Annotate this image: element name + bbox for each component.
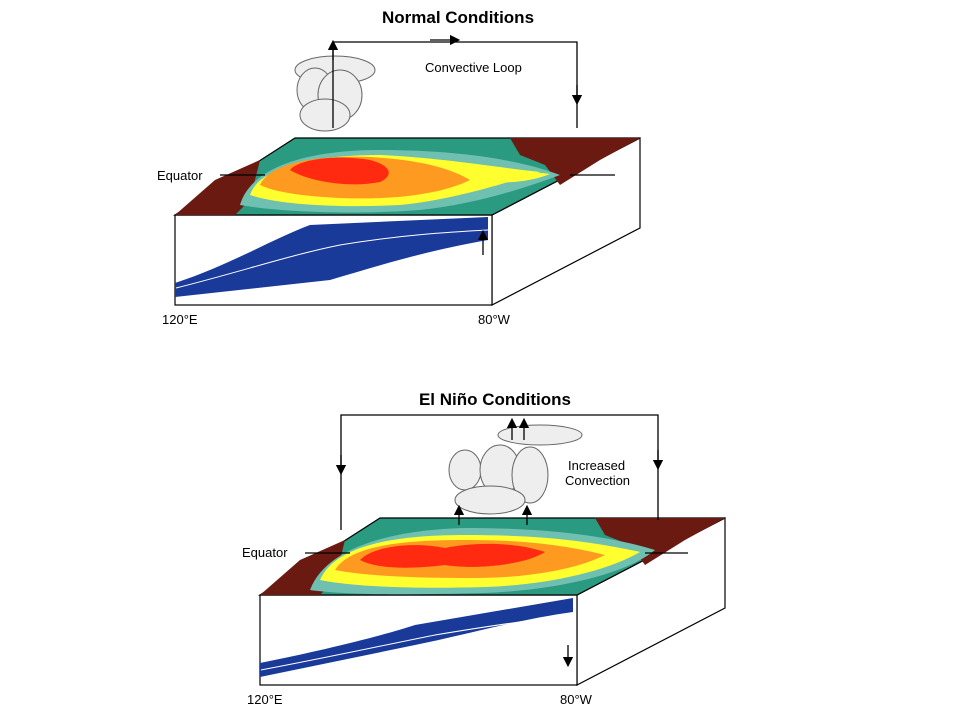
- equator-label: Equator: [242, 545, 288, 560]
- title: El Niño Conditions: [419, 390, 571, 409]
- loop-label: Convective Loop: [425, 60, 522, 75]
- west-label: 120°E: [247, 692, 283, 707]
- loop-label: Increased: [568, 458, 625, 473]
- band: [360, 543, 545, 568]
- thermocline-line: [260, 615, 574, 671]
- equator-label: Equator: [157, 168, 203, 183]
- west-label: 120°E: [162, 312, 198, 327]
- band: [290, 157, 389, 185]
- cloud: [294, 55, 376, 132]
- thermocline: [175, 217, 488, 297]
- loop-label: Convection: [565, 473, 630, 488]
- east-label: 80°W: [560, 692, 593, 707]
- normal-diagram: Normal Conditions Convective Loop Equato…: [157, 8, 641, 327]
- loop-line: [332, 41, 578, 128]
- thermocline-line: [175, 229, 489, 289]
- thermocline: [260, 598, 573, 677]
- cloud: [448, 424, 583, 515]
- band: [470, 171, 550, 183]
- title: Normal Conditions: [382, 8, 534, 27]
- east-label: 80°W: [478, 312, 511, 327]
- el-nino-diagram: El Niño Conditions Increased Convection …: [242, 390, 726, 707]
